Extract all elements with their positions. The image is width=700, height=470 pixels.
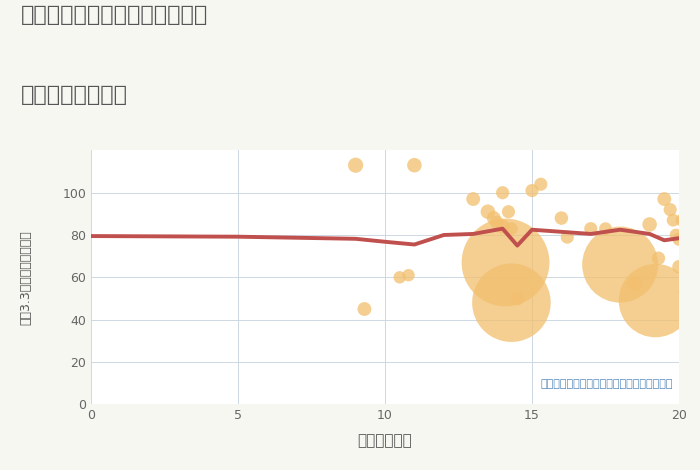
Point (673, 235, 685, 243)
Text: 坪（3.3㎡）単価（万円）: 坪（3.3㎡）単価（万円） (20, 230, 33, 325)
Point (679, 288, 690, 296)
Point (671, 231, 682, 239)
Point (512, 295, 523, 302)
Point (585, 225, 596, 232)
Point (536, 180, 547, 188)
Point (526, 187, 538, 195)
Point (394, 274, 405, 281)
Point (359, 306, 370, 313)
Point (561, 233, 573, 241)
Point (676, 216, 687, 224)
Point (629, 280, 641, 287)
Point (497, 189, 508, 196)
Point (668, 216, 679, 224)
Point (497, 223, 508, 230)
Point (664, 206, 676, 213)
Point (650, 297, 661, 305)
Point (488, 214, 499, 222)
Point (556, 214, 567, 222)
Point (659, 195, 670, 203)
Point (409, 161, 420, 169)
Text: 円の大きさは、取引のあった物件面積を示す: 円の大きさは、取引のあった物件面積を示す (540, 379, 673, 389)
Text: 駅距離別土地価格: 駅距離別土地価格 (21, 85, 128, 105)
Point (506, 225, 517, 232)
Point (482, 208, 493, 215)
X-axis label: 駅距離（分）: 駅距離（分） (358, 433, 412, 448)
Point (503, 208, 514, 215)
Point (653, 255, 664, 262)
Point (403, 271, 414, 279)
Point (506, 299, 517, 306)
Point (500, 258, 511, 266)
Point (615, 261, 626, 268)
Point (468, 195, 479, 203)
Text: 神奈川県相模原市南区鵜野森の: 神奈川県相模原市南区鵜野森の (21, 5, 209, 25)
Point (600, 225, 611, 232)
Point (491, 219, 503, 226)
Point (644, 220, 655, 228)
Point (673, 263, 685, 270)
Point (350, 161, 361, 169)
